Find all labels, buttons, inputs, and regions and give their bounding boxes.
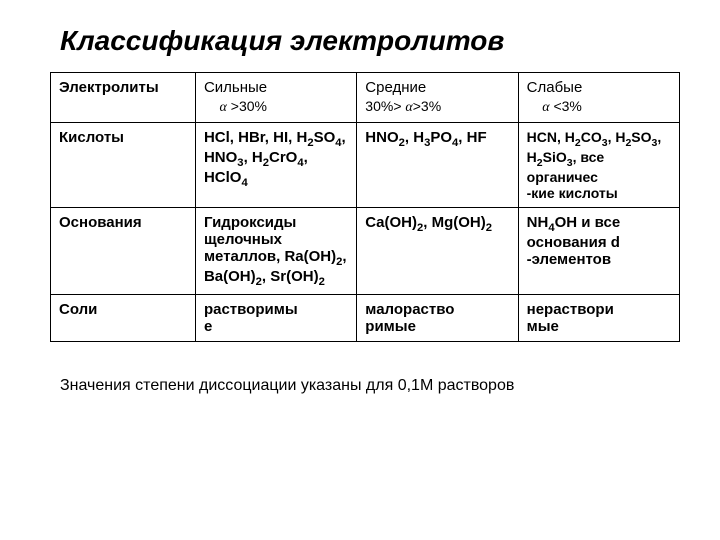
- slide-title: Классификация электролитов: [60, 25, 680, 57]
- row-acids-weak: HCN, H2CO3, H2SO3, H2SiO3, все органичес…: [518, 123, 679, 208]
- table-row: Кислоты HCl, HBr, HI, H2SO4, HNO3, H2CrO…: [51, 123, 680, 208]
- row-salts-weak: нерастворимые: [518, 294, 679, 341]
- header-medium-name: Средние: [365, 79, 426, 96]
- header-weak-name: Слабые: [527, 79, 583, 96]
- row-acids-strong: HCl, HBr, HI, H2SO4, HNO3, H2CrO4, HClO4: [195, 123, 356, 208]
- header-weak: Слабые α <3%: [518, 73, 679, 123]
- classification-table: Электролиты Сильные α >30% Средние 30%> …: [50, 72, 680, 342]
- header-strong: Сильные α >30%: [195, 73, 356, 123]
- row-bases-label: Основания: [51, 207, 196, 294]
- row-bases-strong: Гидроксиды щелочных металлов, Ra(OH)2, B…: [195, 207, 356, 294]
- header-strong-name: Сильные: [204, 79, 267, 96]
- table-row: Соли растворимые малорастворимые нераств…: [51, 294, 680, 341]
- header-electrolytes: Электролиты: [51, 73, 196, 123]
- header-medium-cond-left: 30%>: [365, 98, 401, 114]
- slide-caption: Значения степени диссоциации указаны для…: [60, 377, 680, 395]
- row-acids-label: Кислоты: [51, 123, 196, 208]
- header-weak-cond-value: <3%: [553, 98, 581, 114]
- header-medium-cond: 30%> α>3%: [365, 98, 509, 116]
- table-row: Основания Гидроксиды щелочных металлов, …: [51, 207, 680, 294]
- header-strong-cond-value: >30%: [231, 98, 267, 114]
- row-salts-medium: малорастворимые: [357, 294, 518, 341]
- row-salts-label: Соли: [51, 294, 196, 341]
- header-weak-cond: α <3%: [527, 98, 671, 116]
- header-medium: Средние 30%> α>3%: [357, 73, 518, 123]
- header-medium-cond-right: >3%: [413, 98, 441, 114]
- row-salts-strong: растворимые: [195, 294, 356, 341]
- row-bases-weak: NH4OH и все основания d-элементов: [518, 207, 679, 294]
- row-acids-medium: HNO2, H3PO4, HF: [357, 123, 518, 208]
- header-strong-cond: α >30%: [204, 98, 348, 116]
- row-bases-medium: Ca(OH)2, Mg(OH)2: [357, 207, 518, 294]
- table-header-row: Электролиты Сильные α >30% Средние 30%> …: [51, 73, 680, 123]
